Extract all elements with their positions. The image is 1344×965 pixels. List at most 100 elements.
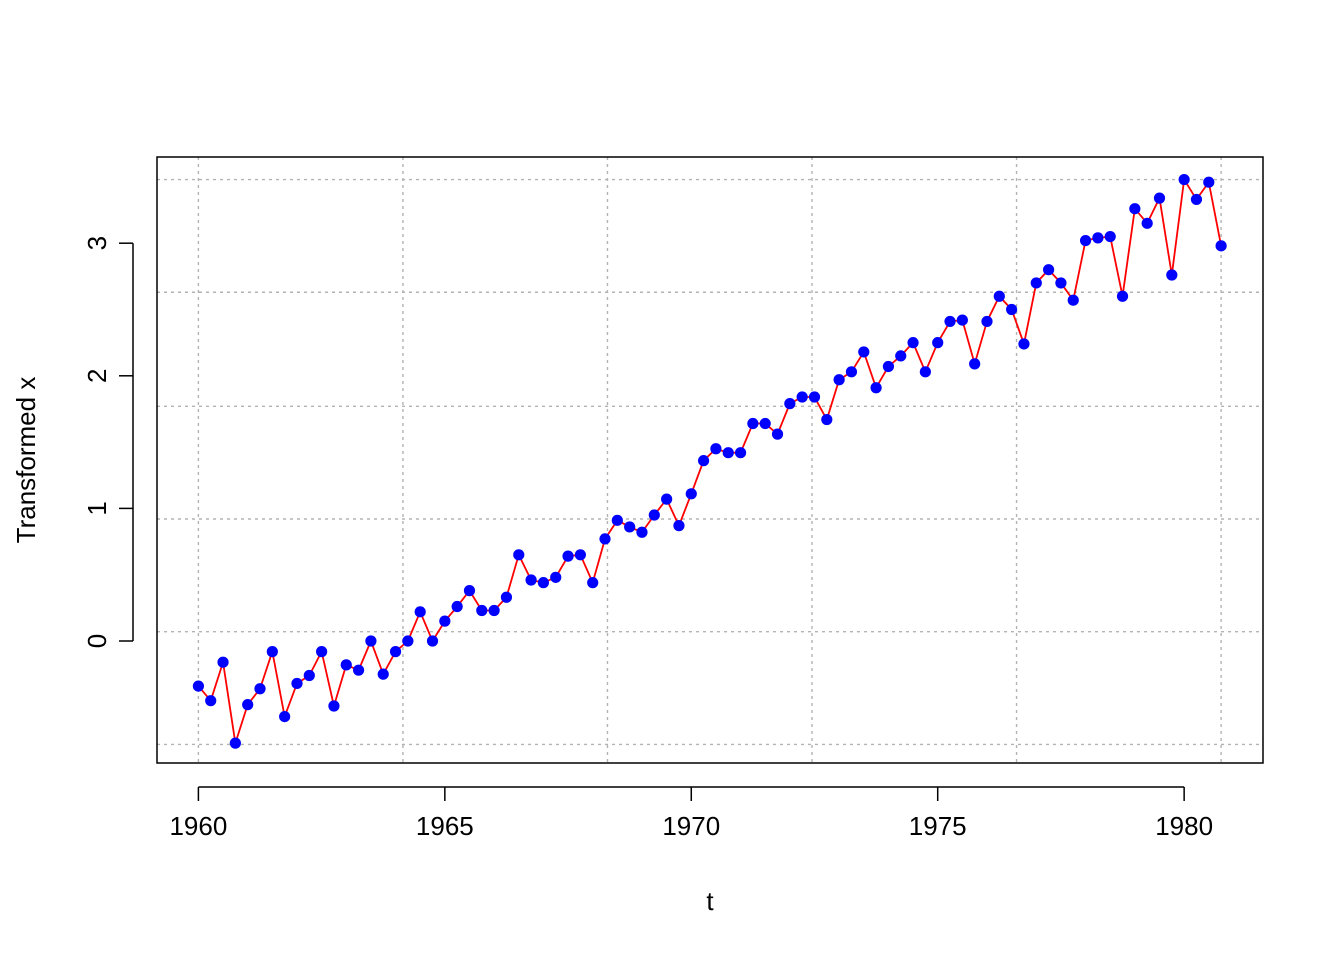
data-point xyxy=(451,600,463,613)
x-tick-label: 1980 xyxy=(1155,811,1213,841)
plot-frame xyxy=(156,156,1264,764)
data-point xyxy=(624,521,636,533)
series xyxy=(192,173,1227,749)
y-tick-label: 1 xyxy=(82,501,112,515)
data-point xyxy=(833,374,845,386)
data-point xyxy=(821,413,833,426)
data-point xyxy=(377,668,389,680)
data-point xyxy=(919,366,931,378)
data-point xyxy=(217,656,229,668)
data-point xyxy=(710,443,722,455)
data-point xyxy=(722,447,734,459)
data-point xyxy=(771,428,784,440)
data-point xyxy=(365,635,377,647)
data-point xyxy=(1178,173,1190,186)
data-point xyxy=(352,664,365,676)
data-point xyxy=(205,695,217,707)
data-point xyxy=(316,646,328,658)
data-point xyxy=(1104,230,1116,243)
data-point xyxy=(550,571,562,583)
data-point xyxy=(611,514,623,526)
x-axis-label: t xyxy=(706,886,714,916)
data-point xyxy=(661,493,673,505)
data-point xyxy=(956,314,968,326)
data-point xyxy=(796,391,808,403)
data-point xyxy=(858,346,870,358)
data-point xyxy=(907,337,919,349)
data-point xyxy=(328,700,340,712)
data-point xyxy=(845,366,858,378)
data-point xyxy=(1190,193,1203,206)
data-point xyxy=(599,533,611,545)
data-point xyxy=(969,358,981,370)
data-point xyxy=(254,683,266,695)
data-point xyxy=(500,591,513,603)
data-point xyxy=(488,604,500,617)
data-point xyxy=(513,549,525,561)
data-point xyxy=(537,577,550,589)
data-point xyxy=(1129,203,1141,215)
data-point xyxy=(192,680,204,692)
data-point xyxy=(734,447,747,459)
data-point xyxy=(1092,232,1104,244)
data-point xyxy=(279,710,291,723)
data-point xyxy=(525,574,537,586)
data-point xyxy=(439,615,451,627)
data-point xyxy=(476,604,488,617)
data-point xyxy=(648,509,660,521)
x-tick-label: 1965 xyxy=(416,811,474,841)
data-point xyxy=(463,585,476,597)
data-point xyxy=(426,635,439,647)
data-point xyxy=(1141,217,1153,229)
data-point xyxy=(1030,277,1042,289)
x-tick-label: 1970 xyxy=(662,811,720,841)
data-point xyxy=(291,677,303,690)
grid xyxy=(157,157,1263,763)
data-point xyxy=(414,606,426,618)
data-point xyxy=(1215,240,1227,252)
data-point xyxy=(981,315,993,328)
data-point xyxy=(784,398,796,410)
data-point xyxy=(587,577,599,589)
data-point xyxy=(389,646,402,658)
y-tick-label: 3 xyxy=(82,236,112,250)
data-point xyxy=(266,646,278,658)
data-point xyxy=(340,659,352,671)
data-point xyxy=(303,669,315,682)
data-point xyxy=(402,635,414,647)
data-point xyxy=(229,737,241,749)
data-point xyxy=(242,699,254,711)
data-point xyxy=(1203,176,1215,188)
data-point xyxy=(895,350,907,362)
data-point xyxy=(1153,192,1166,204)
data-point xyxy=(1079,234,1092,247)
data-point xyxy=(1116,290,1129,302)
data-point xyxy=(932,337,944,349)
y-tick-label: 0 xyxy=(82,634,112,648)
data-point xyxy=(574,549,586,561)
data-point xyxy=(562,550,574,562)
data-point xyxy=(882,360,895,373)
data-point xyxy=(685,488,697,500)
data-point xyxy=(808,391,821,403)
data-point xyxy=(636,526,648,538)
data-point xyxy=(1166,269,1178,281)
x-tick-label: 1975 xyxy=(909,811,967,841)
y-axis: 0 1 2 3 xyxy=(82,236,134,648)
data-point xyxy=(944,315,956,328)
data-point xyxy=(747,417,759,430)
data-point xyxy=(1006,303,1018,316)
x-tick-label: 1960 xyxy=(169,811,227,841)
y-tick-label: 2 xyxy=(82,369,112,383)
series-line xyxy=(197,176,1222,744)
data-point xyxy=(993,290,1005,302)
data-point xyxy=(759,417,771,430)
y-axis-label: Transformed x xyxy=(11,377,41,544)
x-axis: 1960 1965 1970 1975 1980 xyxy=(169,786,1213,841)
data-point xyxy=(1055,277,1067,289)
data-point xyxy=(870,382,882,394)
data-point xyxy=(1067,294,1079,306)
data-point xyxy=(1043,264,1055,276)
